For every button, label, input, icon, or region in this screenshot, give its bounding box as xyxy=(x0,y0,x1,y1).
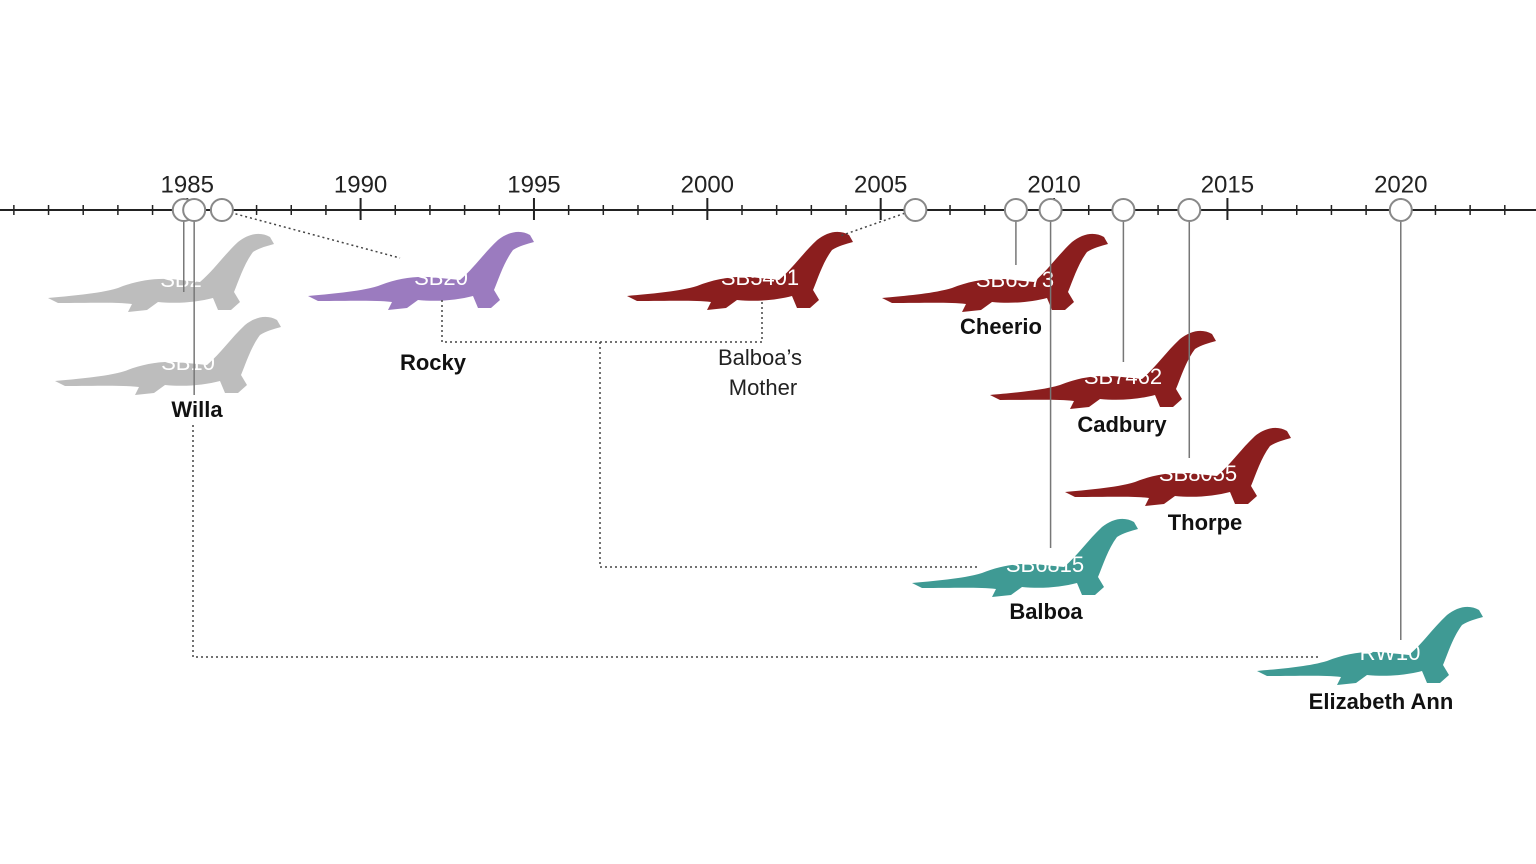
ferret-id: SB10 xyxy=(161,350,215,375)
tick-label: 1985 xyxy=(161,171,214,198)
tick-label: 2015 xyxy=(1201,171,1254,198)
connector xyxy=(839,209,915,237)
circles xyxy=(171,198,1413,222)
ferret-name: Thorpe xyxy=(1168,510,1243,535)
tick-label: 1995 xyxy=(507,171,560,198)
ferret-name: Cadbury xyxy=(1077,412,1167,437)
ferret-name: Elizabeth Ann xyxy=(1309,689,1454,714)
ferret-id: SB7462 xyxy=(1084,364,1162,389)
connector xyxy=(192,425,1320,658)
ferret-name: Rocky xyxy=(400,350,467,375)
ferret-id: RW10 xyxy=(1360,640,1421,665)
connector xyxy=(220,209,401,259)
ferret-id: SB6573 xyxy=(976,267,1054,292)
connector xyxy=(441,300,763,343)
ferret-note: Balboa’s xyxy=(718,345,802,370)
ticks: 1985 1990 1995 2000 2005 2010 2015 2020 xyxy=(13,171,1506,220)
ferret-id: SB8055 xyxy=(1159,461,1237,486)
year-marker xyxy=(1111,198,1136,222)
year-marker xyxy=(1388,198,1413,222)
tick-label: 2005 xyxy=(854,171,907,198)
ferret-id: SB2 xyxy=(160,267,202,292)
tick-label: 1990 xyxy=(334,171,387,198)
year-marker xyxy=(1177,198,1202,222)
ferret-id: SB5401 xyxy=(721,265,799,290)
ferret-name: Balboa xyxy=(1009,599,1083,624)
ferret-note: Mother xyxy=(729,375,797,400)
year-marker xyxy=(209,198,234,222)
year-marker xyxy=(903,198,928,222)
pedigree-lines xyxy=(192,209,1320,658)
year-marker xyxy=(182,198,207,222)
tick-label: 2000 xyxy=(681,171,734,198)
year-marker xyxy=(1003,198,1028,222)
ferrets: SB2 SB10 Willa SB20 Rocky SB5401 Balboa’s Mothe… xyxy=(48,231,1483,714)
connector xyxy=(599,342,980,568)
tick-label: 2010 xyxy=(1027,171,1080,198)
ferret-name: Cheerio xyxy=(960,314,1042,339)
year-marker xyxy=(1038,198,1063,222)
tick-label: 2020 xyxy=(1374,171,1427,198)
ferret-id: SB20 xyxy=(414,265,468,290)
ferret-name: Willa xyxy=(171,397,223,422)
ferret-id: SB6815 xyxy=(1006,552,1084,577)
stems xyxy=(183,221,1402,640)
